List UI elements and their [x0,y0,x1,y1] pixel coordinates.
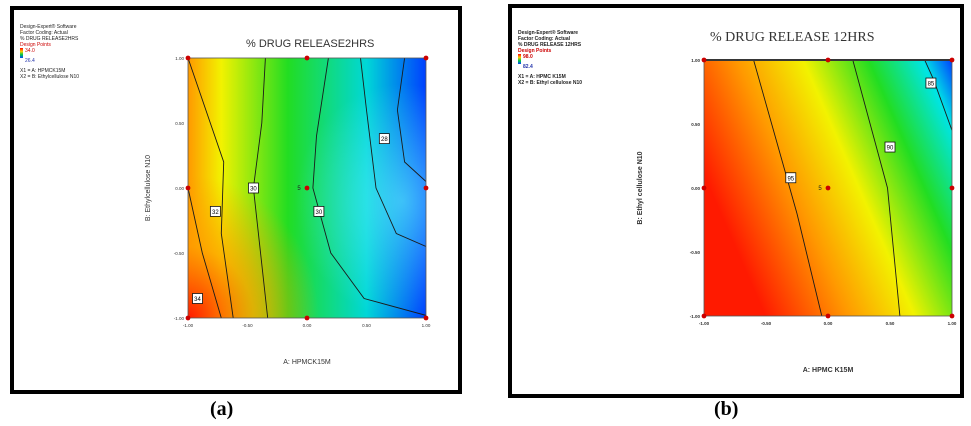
design-point [949,313,955,319]
side-line: Design Points [518,48,552,54]
side-line: Design-Expert® Software [518,30,579,36]
y-tick-label: 0.50 [175,121,184,126]
side-line: % DRUG RELEASE2HRS [20,36,79,42]
side-line: X1 = A: HPMC K15M [518,74,566,80]
svg-text:34: 34 [194,297,201,303]
svg-text:28: 28 [381,137,388,143]
side-line: Factor Coding: Actual [518,36,571,42]
y-tick-label: 0.00 [691,186,700,191]
y-tick-label: 1.00 [175,56,184,61]
x-tick-label: 0.50 [362,323,371,328]
y-tick-label: 1.00 [691,58,700,63]
contour-line [312,58,426,316]
panel-caption-b: (b) [714,398,739,420]
x-tick-label: 0.00 [303,323,312,328]
contour-label: 28 [378,133,390,144]
chart-title-a: % DRUG RELEASE2HRS [246,38,375,50]
design-point [304,315,310,321]
design-point [949,57,955,63]
design-point [423,315,429,321]
contour-line [360,58,426,247]
side-line: Design-Expert® Software [20,24,77,30]
design-point [185,315,191,321]
contour-line [188,58,234,318]
design-point [701,57,707,63]
design-point [423,185,429,191]
design-point [949,185,955,191]
contour-label: 30 [248,182,259,194]
svg-text:30: 30 [250,187,257,193]
side-line: X2 = B: Ethyl cellulose N10 [518,80,583,86]
legend-high: 34.0 [25,48,35,54]
side-line: X2 = B: Ethylcellulose N10 [20,74,80,80]
y-tick-label: -1.00 [174,316,185,321]
legend-gradient [518,54,521,64]
side-line: % DRUG RELEASE 12HRS [518,42,582,48]
side-line: X1 = A: HPMCK15M [20,68,66,74]
svg-text:30: 30 [316,210,323,216]
x-axis-label: A: HPMC K15M [803,367,854,374]
legend-low: 26.4 [25,58,35,64]
contour-label: 95 [785,172,797,184]
contour-line [252,58,269,318]
x-tick-label: 0.00 [824,321,833,326]
x-tick-label: 1.00 [948,321,957,326]
center-point-count: 5 [818,186,822,192]
svg-text:95: 95 [787,176,794,182]
center-point-count: 5 [297,186,301,192]
y-tick-label: 0.50 [691,122,700,127]
design-point [185,185,191,191]
side-info-a: Design-Expert® Software Factor Coding: A… [20,24,79,80]
chart-panel-a: Design-Expert® Software Factor Coding: A… [10,6,462,394]
x-tick-label: 0.50 [886,321,895,326]
chart-title-b: % DRUG RELEASE 12HRS [710,30,875,45]
contour-label: 90 [884,141,896,153]
y-tick-label: -0.50 [690,250,701,255]
x-axis-label: A: HPMCK15M [283,359,331,366]
panel-caption-a: (a) [210,398,234,420]
design-point [825,313,831,319]
design-point [185,55,191,61]
chart-panel-b: Design-Expert® Software Factor Coding: A… [508,4,964,398]
contour-label: 32 [209,205,221,217]
svg-text:90: 90 [887,146,894,152]
side-info-b: Design-Expert® Software Factor Coding: A… [518,30,582,86]
contour-plot-b: 95 90 85 5 -1.00 -0.50 0.00 0.50 1.00 -1.00 -0.50 0… [637,57,957,374]
x-tick-label: -0.50 [242,323,253,328]
design-point [304,55,310,61]
contour-line [396,58,426,182]
side-line: Design Points [20,42,51,48]
x-tick-label: -1.00 [699,321,710,326]
design-point [701,185,707,191]
svg-text:32: 32 [212,210,219,216]
contour-line [852,60,901,316]
design-point [701,313,707,319]
side-line: Factor Coding: Actual [20,30,68,36]
contour-label: 30 [313,205,325,217]
y-tick-label: 0.00 [175,186,184,191]
y-tick-label: -1.00 [690,314,701,319]
contour-plot-a: 34 32 30 30 28 5 -1.00 -0.50 0.00 0.50 1.00 -1.00 -0… [145,55,431,366]
contour-line [188,187,222,318]
y-axis-label: B: Ethyl cellulose N10 [637,151,644,224]
contour-label: 34 [192,293,203,304]
x-tick-label: -1.00 [183,323,194,328]
y-axis-label: B: Ethylcellulose N10 [145,155,152,221]
contour-label: 85 [925,77,937,89]
legend-high: 98.0 [523,54,533,60]
design-point [825,57,831,63]
y-tick-label: -0.50 [174,251,185,256]
design-point [825,185,831,191]
contour-line [753,60,823,316]
design-point [304,185,310,191]
x-tick-label: 1.00 [422,323,431,328]
legend-gradient [20,48,23,58]
design-point [423,55,429,61]
legend-low: 82.4 [523,64,533,70]
svg-text:85: 85 [928,82,935,88]
x-tick-label: -0.50 [761,321,772,326]
